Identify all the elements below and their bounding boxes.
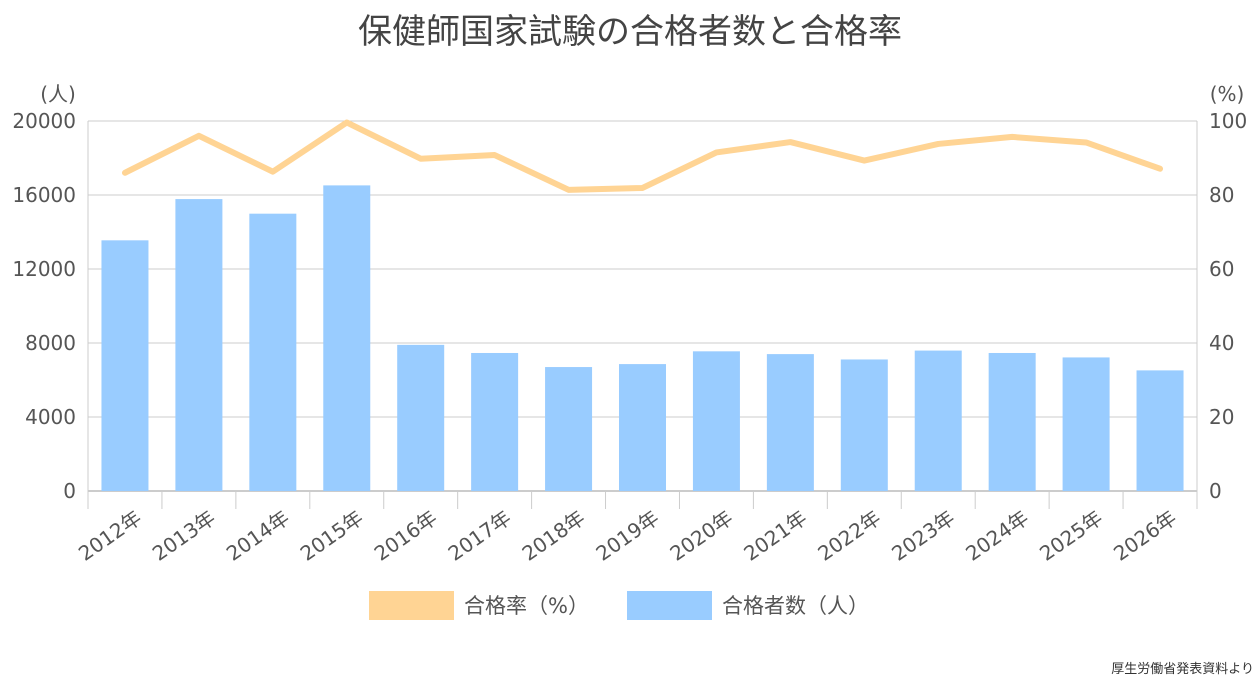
chart-title: 保健師国家試験の合格者数と合格率 bbox=[358, 12, 902, 52]
line-pass-rate bbox=[121, 119, 1164, 193]
right-axis-tick-label: 100 bbox=[1209, 109, 1247, 133]
left-axis-tick-label: 8000 bbox=[25, 331, 76, 355]
bar-passers bbox=[471, 352, 519, 491]
line-series bbox=[121, 119, 1164, 193]
line-point-pass-rate bbox=[789, 141, 791, 143]
x-axis-tick-label: 2020年 bbox=[665, 505, 737, 565]
line-point-pass-rate bbox=[1159, 168, 1161, 170]
left-axis-tick-label: 20000 bbox=[12, 109, 76, 133]
line-point-pass-rate bbox=[272, 171, 274, 173]
bar-passers bbox=[323, 185, 371, 491]
right-axis-unit-label: (%) bbox=[1210, 82, 1245, 106]
line-point-pass-rate bbox=[568, 189, 570, 191]
line-point-pass-rate bbox=[1011, 136, 1013, 138]
x-axis-tick-label: 2018年 bbox=[518, 505, 590, 565]
left-axis-tick-label: 4000 bbox=[25, 405, 76, 429]
right-axis-tick-label: 60 bbox=[1209, 257, 1234, 281]
x-axis-tick-label: 2012年 bbox=[74, 505, 146, 565]
bar-passers bbox=[766, 354, 814, 491]
line-point-pass-rate bbox=[937, 143, 939, 145]
x-axis-tick-label: 2021年 bbox=[739, 505, 811, 565]
bar-passers bbox=[175, 199, 223, 491]
left-axis-tick-label: 12000 bbox=[12, 257, 76, 281]
bar-passers bbox=[101, 240, 149, 491]
bar-passers bbox=[1062, 357, 1110, 491]
bar-passers bbox=[1136, 370, 1184, 491]
left-axis-unit-label: (人) bbox=[40, 82, 76, 106]
left-axis-tick-label: 0 bbox=[63, 479, 76, 503]
x-axis-tick-label: 2014年 bbox=[222, 505, 294, 565]
line-point-pass-rate bbox=[715, 151, 717, 153]
line-point-pass-rate bbox=[198, 135, 200, 137]
bar-passers bbox=[249, 213, 297, 491]
bar-passers bbox=[914, 350, 962, 491]
legend-swatch[interactable] bbox=[369, 591, 454, 620]
source-note: 厚生労働省発表資料より bbox=[1111, 662, 1254, 677]
legend-label[interactable]: 合格率（%） bbox=[464, 594, 589, 618]
line-point-pass-rate bbox=[124, 172, 126, 174]
line-point-pass-rate bbox=[494, 154, 496, 156]
bar-passers bbox=[692, 351, 740, 491]
bar-passers bbox=[988, 352, 1036, 491]
x-axis-tick-label: 2019年 bbox=[592, 505, 664, 565]
bar-passers bbox=[397, 344, 445, 491]
line-point-pass-rate bbox=[420, 158, 422, 160]
x-axis-tick-label: 2024年 bbox=[961, 505, 1033, 565]
x-axis-tick-label: 2015年 bbox=[296, 505, 368, 565]
bar-series bbox=[101, 185, 1184, 491]
right-axis-tick-label: 80 bbox=[1209, 183, 1234, 207]
bar-passers bbox=[840, 359, 888, 491]
line-point-pass-rate bbox=[346, 121, 348, 123]
line-point-pass-rate bbox=[863, 160, 865, 162]
left-axis-tick-label: 16000 bbox=[12, 183, 76, 207]
legend-label[interactable]: 合格者数（人） bbox=[722, 594, 869, 618]
right-axis-tick-label: 20 bbox=[1209, 405, 1234, 429]
bar-passers bbox=[545, 367, 593, 491]
legend-swatch[interactable] bbox=[627, 591, 712, 620]
line-point-pass-rate bbox=[1085, 141, 1087, 143]
x-axis-tick-label: 2025年 bbox=[1035, 505, 1107, 565]
x-axis-tick-label: 2013年 bbox=[148, 505, 220, 565]
x-axis-tick-label: 2022年 bbox=[813, 505, 885, 565]
right-axis-tick-label: 0 bbox=[1209, 479, 1222, 503]
legend: 合格率（%） 合格者数（人） bbox=[369, 591, 869, 620]
x-axis-tick-label: 2017年 bbox=[444, 505, 516, 565]
x-axis-tick-label: 2016年 bbox=[370, 505, 442, 565]
x-axis-tick-label: 2026年 bbox=[1109, 505, 1181, 565]
line-point-pass-rate bbox=[642, 187, 643, 189]
x-axis-tick-label: 2023年 bbox=[887, 505, 959, 565]
bar-passers bbox=[619, 364, 666, 491]
right-axis-tick-label: 40 bbox=[1209, 331, 1234, 355]
